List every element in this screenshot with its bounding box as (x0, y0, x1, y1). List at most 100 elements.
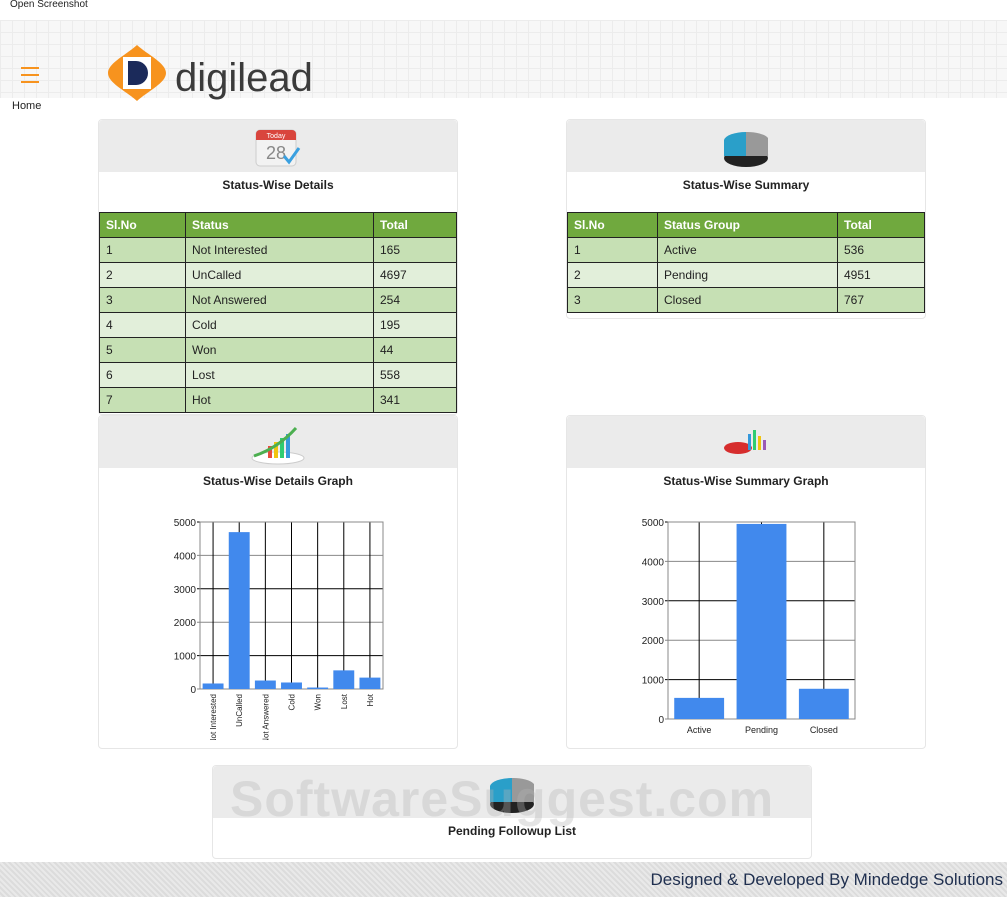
table-cell: 4697 (373, 262, 457, 288)
status-details-table: Sl.No Status Total 1 Not Interested 165 2 UnCa… (99, 212, 457, 413)
table-row: 1 Not Interested 165 (99, 237, 457, 263)
charts-icon (724, 430, 766, 454)
column-header: Total (837, 212, 925, 238)
column-header: Sl.No (567, 212, 658, 238)
bar (674, 697, 725, 719)
x-tick-label: Hot (366, 693, 375, 706)
column-header: Status (185, 212, 374, 238)
table-cell: 254 (373, 287, 457, 313)
svg-text:28: 28 (266, 143, 286, 163)
table-cell: Active (657, 237, 838, 263)
table-cell: Not Interested (185, 237, 374, 263)
table-cell: 3 (99, 287, 186, 313)
table-row: 4 Cold 195 (99, 312, 457, 338)
bar (202, 683, 224, 689)
table-cell: 5 (99, 337, 186, 363)
x-tick-label: Active (687, 725, 712, 735)
table-cell: 44 (373, 337, 457, 363)
column-header: Sl.No (99, 212, 186, 238)
y-tick-label: 4000 (174, 551, 197, 562)
bar (228, 532, 250, 689)
y-tick-label: 5000 (642, 518, 665, 529)
bar (359, 677, 381, 689)
y-tick-label: 2000 (642, 636, 665, 647)
table-cell: UnCalled (185, 262, 374, 288)
breadcrumb[interactable]: Home (12, 100, 42, 112)
pending-followup-card[interactable]: Pending Followup List (212, 765, 812, 859)
card-title: Pending Followup List (448, 824, 576, 838)
y-tick-label: 1000 (642, 676, 665, 687)
table-cell: 1 (567, 237, 658, 263)
bar (333, 670, 355, 689)
details-graph-card: Status-Wise Details Graph (98, 415, 458, 749)
status-summary-table: Sl.No Status Group Total 1 Active 536 2 Pendin… (567, 212, 925, 313)
x-tick-label: Not Answered (261, 694, 270, 740)
table-cell: Cold (185, 312, 374, 338)
x-tick-label: Cold (288, 694, 297, 710)
table-cell: 341 (373, 387, 457, 413)
y-tick-label: 3000 (642, 597, 665, 608)
card-title: Status-Wise Summary Graph (663, 474, 829, 488)
table-cell: 1 (99, 237, 186, 263)
y-tick-label: 4000 (642, 557, 665, 568)
table-cell: 558 (373, 362, 457, 388)
svg-text:Today: Today (267, 133, 286, 140)
table-row: 1 Active 536 (567, 237, 925, 263)
footer: Designed & Developed By Mindedge Solutio… (0, 862, 1007, 897)
table-cell: 3 (567, 287, 658, 313)
app-header: digilead (0, 20, 1007, 101)
table-cell: 4 (99, 312, 186, 338)
table-cell: Not Answered (185, 287, 374, 313)
table-cell: Won (185, 337, 374, 363)
y-tick-label: 5000 (174, 518, 197, 529)
bar (307, 687, 329, 689)
table-cell: 7 (99, 387, 186, 413)
logo-text: digilead (175, 56, 313, 100)
bar (254, 680, 276, 689)
pie-chart-icon (724, 131, 769, 167)
x-tick-label: UnCalled (235, 694, 244, 727)
hamburger-icon[interactable] (21, 67, 39, 88)
x-tick-label: Pending (745, 725, 778, 735)
table-cell: Hot (185, 387, 374, 413)
bar (281, 682, 302, 689)
table-row: 3 Closed 767 (567, 287, 925, 313)
window-title: Open Screenshot (10, 0, 88, 10)
details-bar-chart: 0 1000 2000 3000 4000 5000 Not Interested UnCal… (174, 518, 384, 740)
summary-bar-chart: 0 1000 2000 3000 4000 5000 Active Pending Closed (642, 518, 856, 735)
y-tick-label: 0 (658, 715, 664, 726)
card-title: Status-Wise Summary (682, 178, 810, 192)
table-cell: Closed (657, 287, 838, 313)
x-tick-label: Not Interested (209, 694, 218, 740)
card-title: Status-Wise Details Graph (203, 474, 353, 488)
footer-text: Designed & Developed By Mindedge Solutio… (650, 870, 1003, 889)
table-row: 6 Lost 558 (99, 362, 457, 388)
table-cell: 536 (837, 237, 925, 263)
table-cell: 2 (567, 262, 658, 288)
table-row: 7 Hot 341 (99, 387, 457, 413)
watermark: SoftwareSuggest.com (230, 771, 775, 827)
table-cell: 165 (373, 237, 457, 263)
table-cell: 4951 (837, 262, 925, 288)
y-tick-label: 3000 (174, 585, 197, 596)
x-tick-label: Won (314, 694, 323, 710)
table-row: 2 UnCalled 4697 (99, 262, 457, 288)
pie-chart-icon (490, 777, 535, 813)
x-tick-label: Lost (340, 693, 349, 709)
column-header: Status Group (657, 212, 838, 238)
column-header: Total (373, 212, 457, 238)
bar (736, 523, 787, 719)
table-cell: Pending (657, 262, 838, 288)
y-tick-label: 1000 (174, 652, 197, 663)
table-row: 5 Won 44 (99, 337, 457, 363)
card-title: Status-Wise Details (222, 178, 334, 192)
table-row: 3 Not Answered 254 (99, 287, 457, 313)
growth-chart-icon (251, 426, 305, 465)
table-row: 2 Pending 4951 (567, 262, 925, 288)
table-cell: 6 (99, 362, 186, 388)
calendar-icon: Today 28 (255, 129, 301, 167)
bar (798, 688, 849, 719)
table-cell: 195 (373, 312, 457, 338)
y-tick-label: 0 (190, 685, 196, 696)
table-cell: Lost (185, 362, 374, 388)
